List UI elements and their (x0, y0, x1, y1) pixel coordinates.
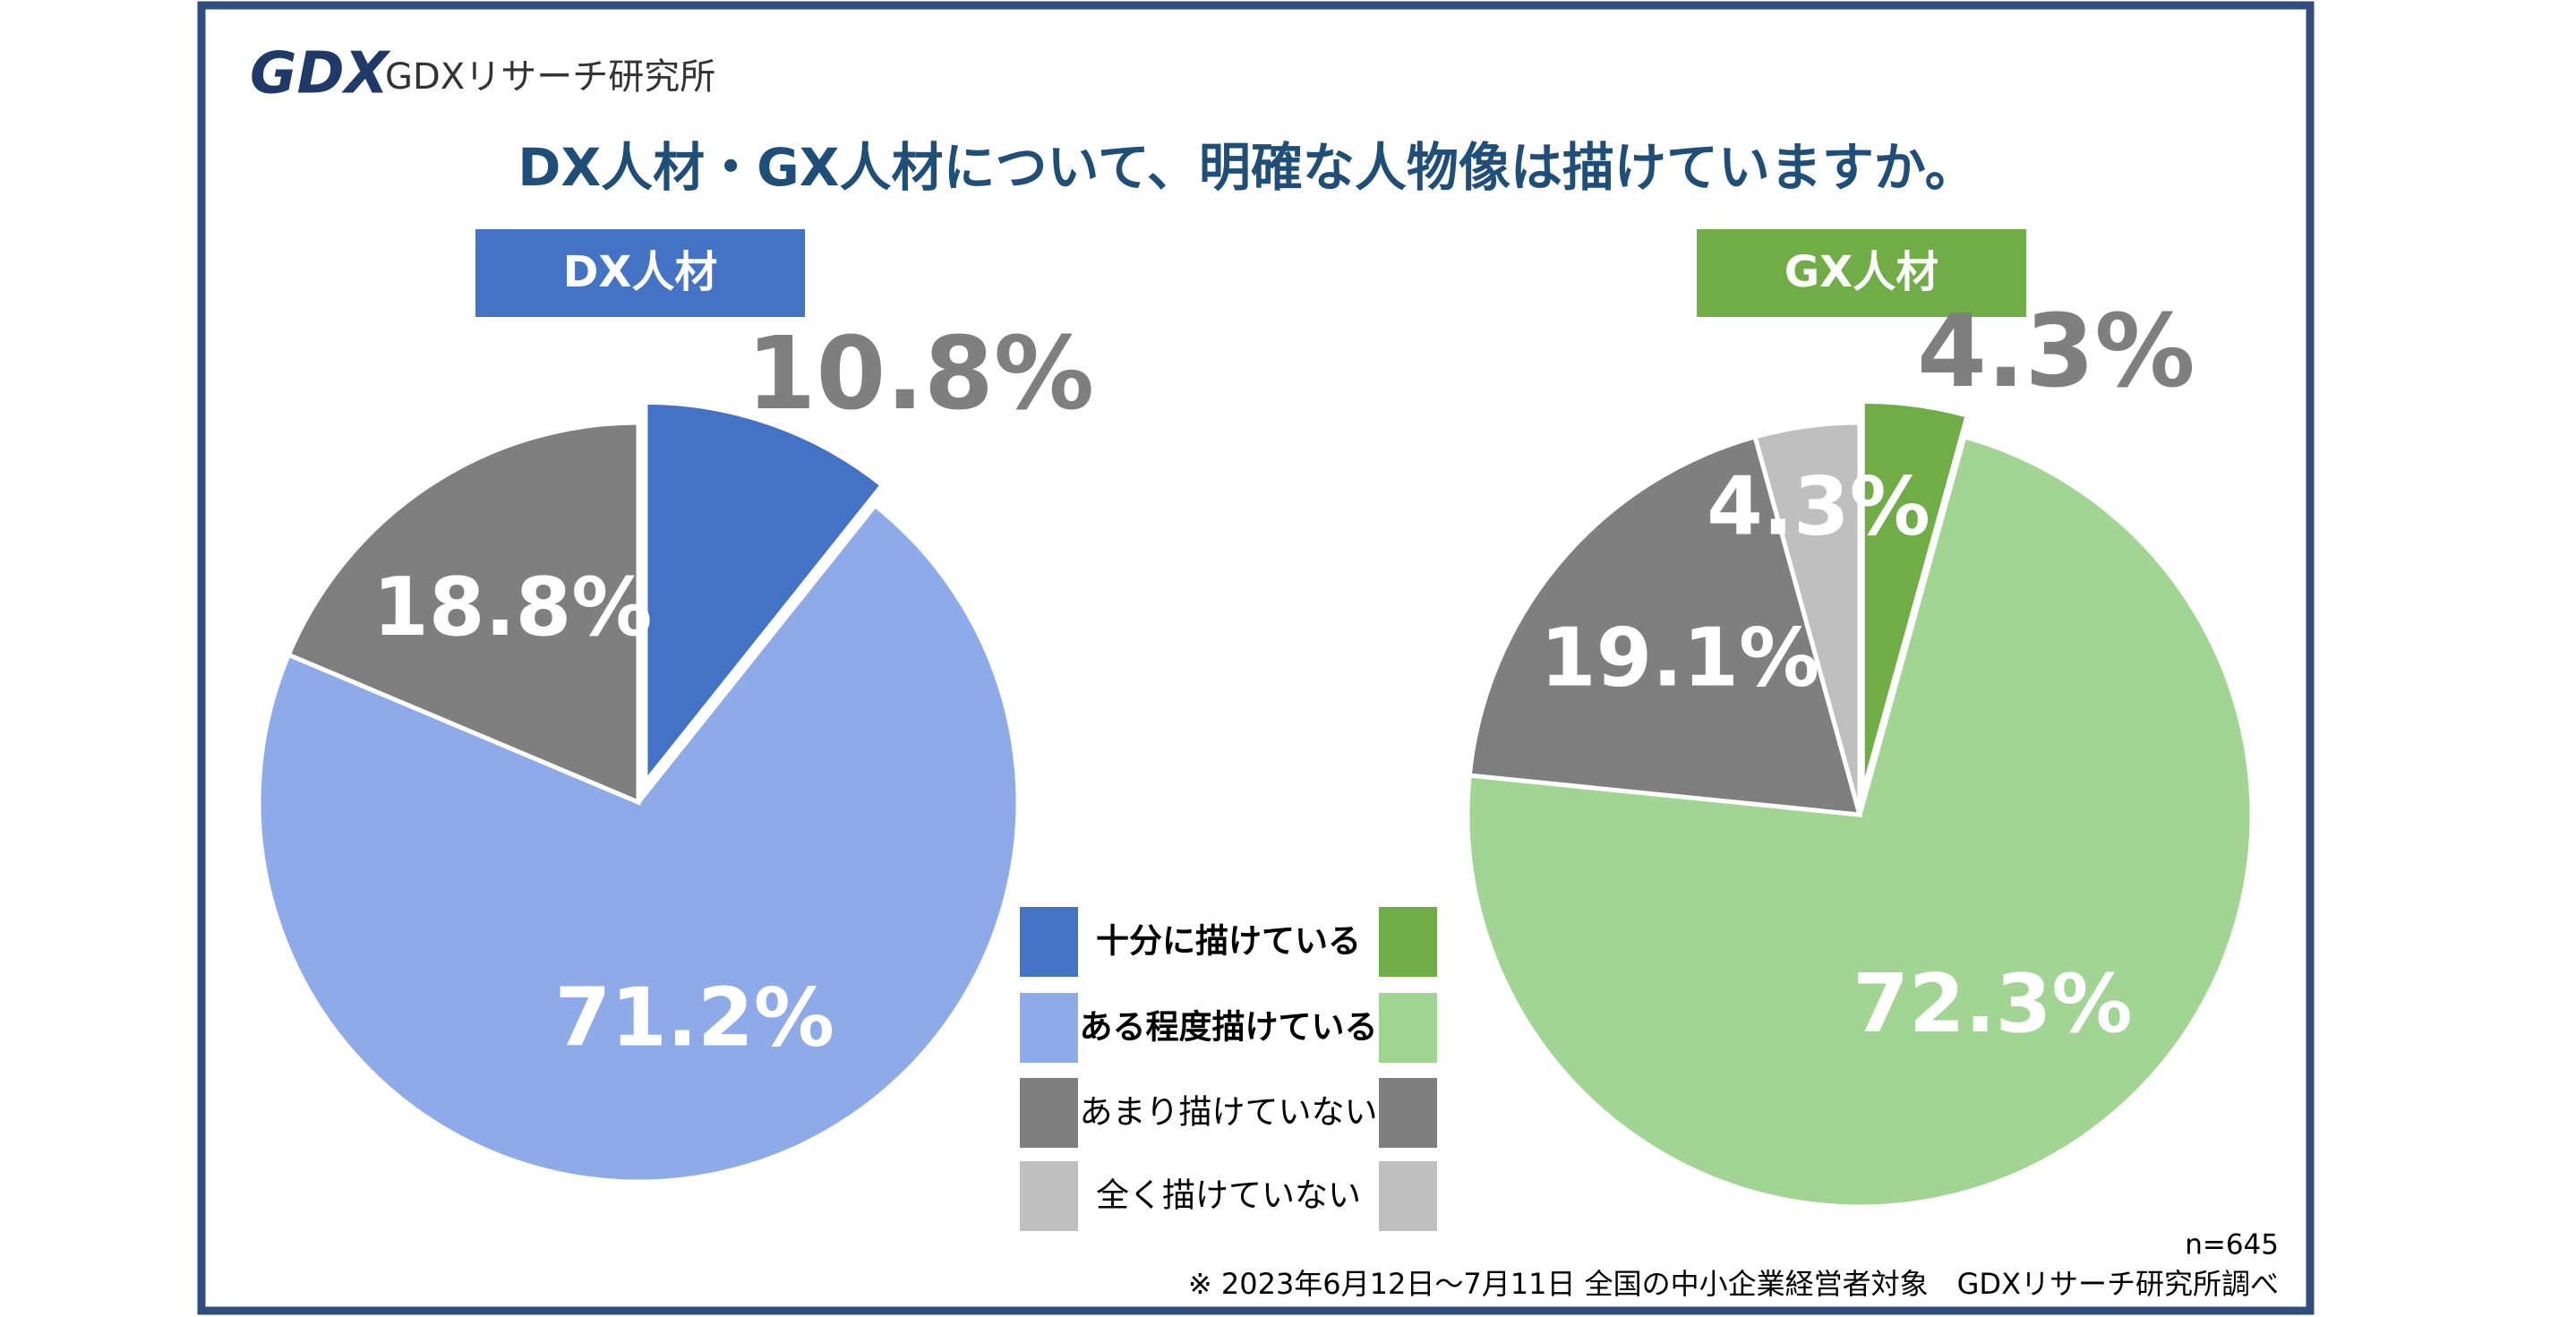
sample-size: n=645 (2185, 1229, 2279, 1261)
chart-title: GX人材 (1784, 247, 1938, 297)
logo-text: GDXリサーチ研究所 (385, 56, 715, 98)
legend-label: 全く描けていない (1096, 1176, 1361, 1215)
data-label: 4.3% (1707, 459, 1930, 553)
data-label: 71.2% (555, 971, 834, 1065)
page-title: DX人材・GX人材について、明確な人物像は描けていますか。 (518, 137, 1976, 198)
legend-label: 十分に描けている (1096, 922, 1361, 961)
legend-swatch (1379, 1078, 1437, 1148)
data-label: 10.8% (746, 316, 1094, 432)
chart-title-box (475, 229, 805, 317)
legend-swatch (1379, 907, 1437, 977)
logo-mark: GDX (250, 41, 391, 107)
legend-swatch (1020, 907, 1078, 977)
pie-slice (256, 501, 1021, 1184)
legend-swatch (1379, 993, 1437, 1063)
legend-swatch (1379, 1161, 1437, 1231)
footnote: ※ 2023年6月12日～7月11日 全国の中小企業経営者対象 GDXリサーチ研… (1188, 1267, 2279, 1301)
pie-slice (643, 399, 886, 789)
pie-slice (1465, 433, 2255, 1210)
pie-slice (1467, 433, 1863, 817)
data-label: 72.3% (1853, 957, 2132, 1051)
legend-label: ある程度描けている (1080, 1008, 1378, 1047)
legend-label: あまり描けていない (1080, 1093, 1378, 1132)
pie-slice (1860, 398, 1971, 794)
data-label: 18.8% (372, 560, 652, 654)
legend-swatch (1020, 1161, 1078, 1231)
pie-slice (1752, 420, 1862, 816)
chart-title-box (1697, 229, 2026, 317)
data-label: 4.3% (1917, 294, 2195, 410)
chart-title: DX人材 (563, 247, 718, 297)
pie-slice (286, 420, 641, 806)
data-label: 19.1% (1540, 611, 1819, 705)
legend-swatch (1020, 1078, 1078, 1148)
legend-swatch (1020, 993, 1078, 1063)
